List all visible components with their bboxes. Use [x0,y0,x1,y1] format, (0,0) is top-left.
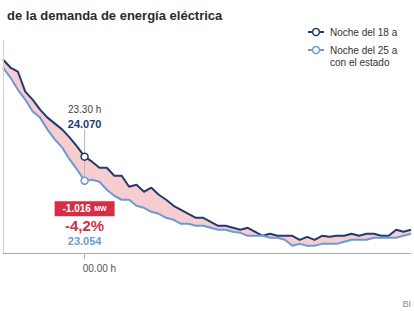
svg-text:MW: MW [94,205,107,212]
svg-text:de la demanda de energía eléct: de la demanda de energía eléctrica [7,8,223,23]
svg-text:00.00 h: 00.00 h [83,263,116,274]
svg-text:con el estado: con el estado [330,57,390,68]
svg-text:Noche del 25 a: Noche del 25 a [330,45,398,56]
svg-text:Noche del 18 a: Noche del 18 a [330,27,398,38]
svg-text:24.070: 24.070 [68,118,102,130]
svg-text:-1.016: -1.016 [63,203,92,214]
svg-text:-4,2%: -4,2% [65,217,104,234]
svg-text:BI: BI [402,299,411,309]
svg-text:23.054: 23.054 [68,235,103,247]
svg-text:23.30 h: 23.30 h [68,104,101,115]
